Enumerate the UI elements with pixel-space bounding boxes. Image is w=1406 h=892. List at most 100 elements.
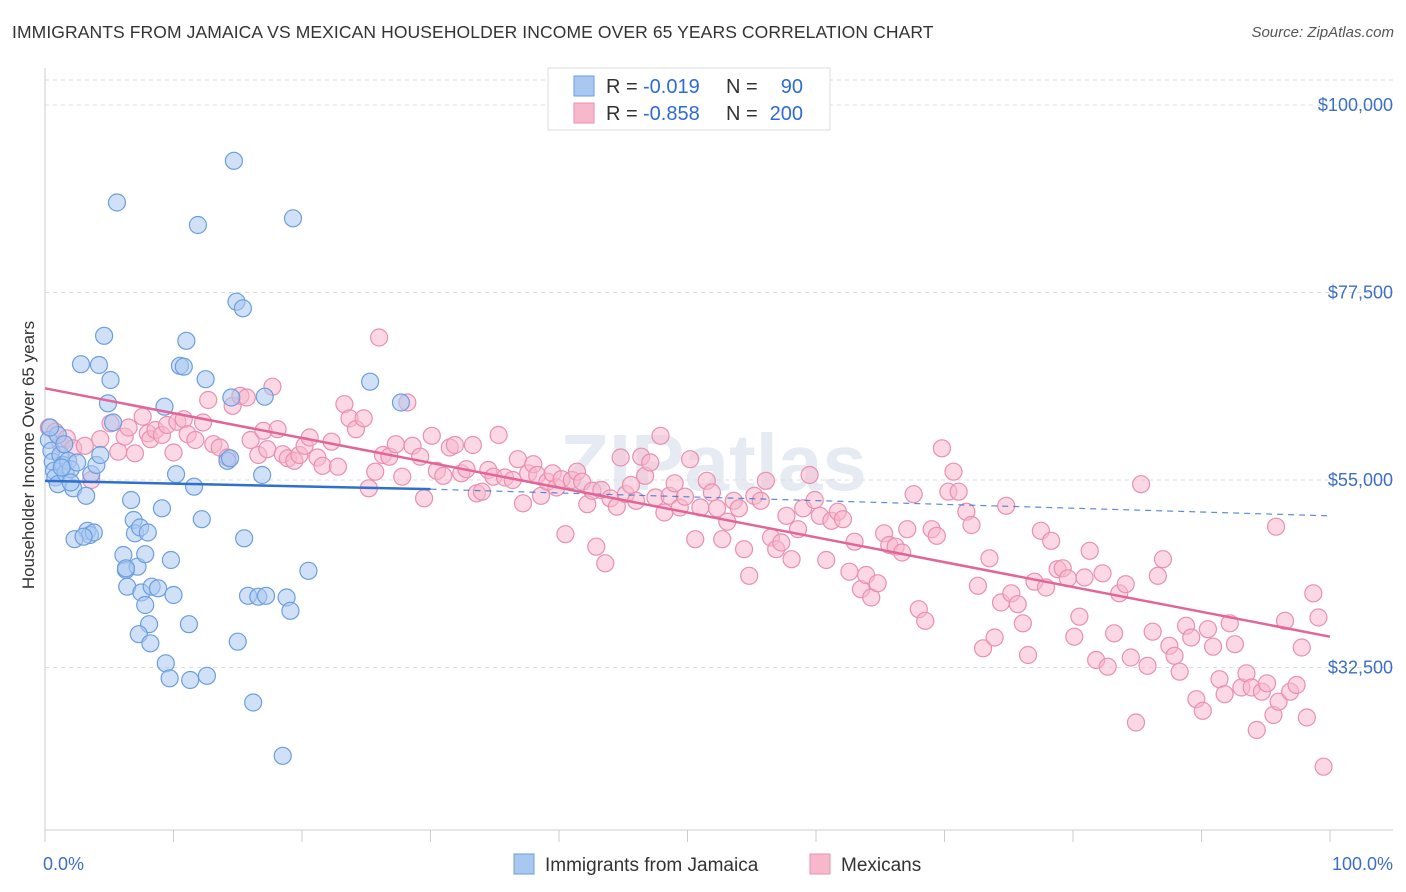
mexicans-point	[328, 457, 348, 476]
legend-swatch-jamaica	[573, 75, 595, 97]
mexicans-point	[1182, 628, 1201, 647]
jamaica-point	[107, 193, 127, 212]
mexicans-point	[472, 482, 491, 501]
jamaica-point	[136, 545, 155, 564]
mexicans-points	[39, 328, 1333, 776]
mexicans-point	[463, 435, 483, 455]
mexicans-point	[1225, 635, 1245, 654]
legend-box	[547, 67, 831, 131]
mexicans-point	[868, 574, 887, 593]
mexicans-point	[1297, 708, 1316, 727]
jamaica-point	[244, 693, 263, 712]
mexicans-point	[782, 550, 801, 569]
mexicans-point	[1203, 637, 1223, 656]
mexicans-point	[734, 540, 754, 559]
jamaica-point	[164, 585, 183, 605]
jamaica-point	[181, 670, 200, 690]
mexicans-point	[414, 489, 434, 508]
jamaica-point	[192, 510, 211, 529]
mexicans-point	[756, 471, 775, 490]
jamaica-point	[152, 499, 172, 518]
mexicans-point	[199, 390, 218, 410]
mexicans-point	[1105, 624, 1124, 643]
mexicans-point	[1132, 475, 1151, 494]
mexicans-point	[1121, 648, 1140, 667]
x-tick-label-min: 0.0%	[43, 854, 84, 874]
grid-lines	[45, 79, 1393, 668]
legend-n-label: N =	[726, 103, 758, 125]
jamaica-point	[136, 595, 155, 615]
mexicans-point	[556, 525, 575, 544]
jamaica-point	[104, 413, 123, 432]
mexicans-point	[904, 485, 923, 504]
jamaica-point	[160, 669, 179, 688]
jamaica-point	[161, 550, 181, 570]
legend-n-label: N =	[726, 76, 758, 98]
jamaica-point	[98, 394, 118, 413]
mexicans-point	[1275, 611, 1295, 630]
mexicans-point	[833, 510, 853, 529]
mexicans-point	[1008, 595, 1027, 614]
jamaica-point	[55, 435, 74, 454]
jamaica-point	[121, 490, 141, 510]
mexicans-point	[366, 462, 385, 481]
mexicans-point	[489, 425, 508, 445]
mexicans-point	[713, 530, 732, 549]
jamaica-point	[228, 632, 247, 651]
mexicans-point	[422, 426, 441, 445]
jamaica-point	[91, 445, 110, 465]
mexicans-point	[125, 444, 145, 463]
mexicans-point	[665, 474, 684, 493]
top-legend: R = -0.019 N = 90 R = -0.858 N = 200	[547, 67, 831, 131]
mexicans-point	[1018, 645, 1038, 665]
jamaica-point	[361, 372, 380, 391]
mexicans-point	[164, 443, 183, 462]
jamaica-point	[141, 634, 160, 653]
mexicans-point	[258, 440, 277, 459]
mexicans-point	[1153, 550, 1173, 569]
jamaica-point	[184, 477, 204, 496]
bottom-legend-label-jamaica: Immigrants from Jamaica	[545, 855, 759, 876]
mexicans-point	[370, 328, 389, 347]
mexicans-point	[686, 530, 705, 549]
chart-title: IMMIGRANTS FROM JAMAICA VS MEXICAN HOUSE…	[12, 22, 934, 42]
jamaica-point	[77, 486, 96, 505]
jamaica-point	[224, 151, 243, 170]
mexicans-point	[241, 430, 260, 450]
mexicans-point	[133, 407, 152, 426]
mexicans-point	[772, 533, 791, 552]
mexicans-point	[973, 639, 993, 658]
mexicans-point	[740, 566, 759, 585]
mexicans-point	[1098, 657, 1117, 676]
mexicans-point	[1247, 720, 1266, 740]
mexicans-point	[1257, 674, 1277, 693]
mexicans-point	[1075, 568, 1094, 587]
mexicans-point	[1148, 566, 1167, 585]
jamaica-point	[68, 453, 87, 472]
mexicans-point	[968, 576, 988, 595]
bottom-legend-swatch-jamaica	[513, 853, 535, 875]
mexicans-point	[651, 426, 670, 445]
mexicans-trend-line	[44, 387, 1331, 638]
mexicans-point	[817, 550, 836, 570]
jamaica-point	[196, 370, 215, 389]
jamaica-point	[101, 370, 120, 390]
bottom-legend: Immigrants from Jamaica Mexicans	[513, 853, 921, 876]
jamaica-point	[71, 355, 91, 374]
legend-r-value: -0.019	[643, 76, 700, 98]
legend-swatch-mexicans	[573, 102, 595, 124]
mexicans-point	[313, 456, 332, 475]
mexicans-point	[1165, 646, 1184, 665]
mexicans-point	[845, 532, 864, 551]
jamaica-point	[256, 586, 276, 605]
mexicans-point	[513, 494, 533, 513]
mexicans-point	[800, 465, 819, 485]
mexicans-point	[393, 467, 412, 486]
jamaica-point	[273, 746, 292, 765]
source-label: Source: ZipAtlas.com	[1251, 24, 1394, 41]
y-axis-title: Householder Income Over 65 years	[19, 321, 38, 589]
jamaica-point	[138, 523, 157, 542]
mexicans-point	[119, 418, 138, 437]
mexicans-point	[1215, 685, 1234, 704]
